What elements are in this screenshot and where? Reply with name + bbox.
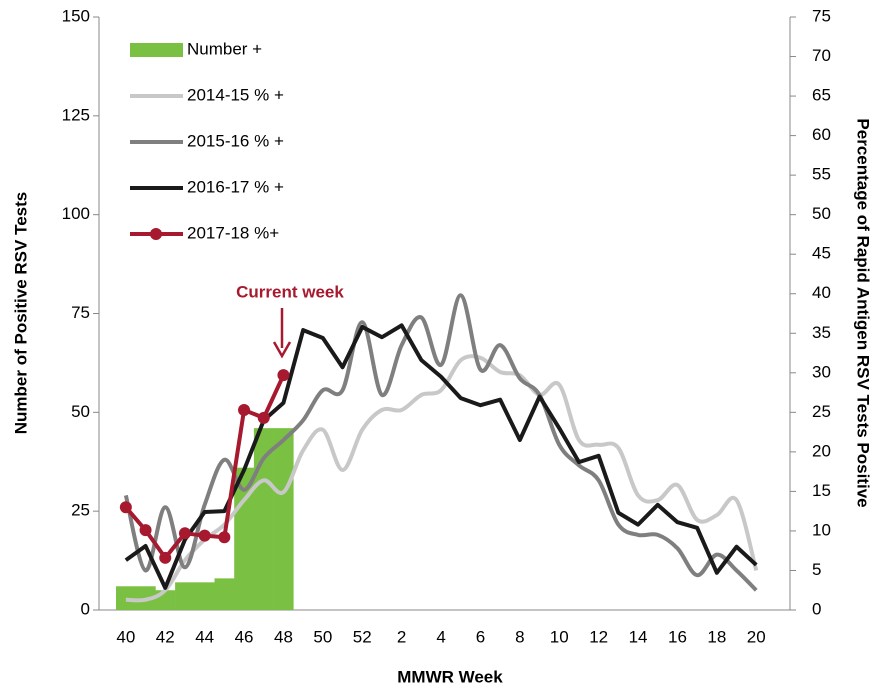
y2-axis-label: Percentage of Rapid Antigen RSV Tests Po… [854, 118, 873, 507]
bar [253, 428, 274, 610]
x-tick-label: 40 [116, 627, 135, 646]
x-tick-label: 20 [747, 627, 766, 646]
legend-label: 2014-15 % + [187, 85, 284, 104]
bar [273, 428, 294, 610]
legend-label: 2016-17 % + [187, 177, 284, 196]
y-tick-label: 50 [71, 402, 90, 421]
marker [218, 531, 231, 544]
marker [198, 529, 211, 542]
y2-tick-label: 15 [812, 481, 831, 500]
y2-tick-label: 10 [812, 520, 831, 539]
legend-label: 2015-16 % + [187, 131, 284, 150]
y2-tick-label: 75 [812, 6, 831, 25]
x-tick-label: 14 [629, 627, 648, 646]
line [125, 354, 759, 603]
legend-label: 2017-18 %+ [187, 223, 279, 242]
annotation-arrowhead [272, 341, 292, 359]
x-tick-label: 52 [353, 627, 372, 646]
y-tick-label: 25 [71, 501, 90, 520]
y2-tick-label: 20 [812, 441, 831, 460]
y2-tick-label: 25 [812, 402, 831, 421]
x-tick-label: 2 [397, 627, 406, 646]
y2-tick-label: 5 [812, 560, 821, 579]
y-tick-label: 0 [81, 599, 90, 618]
x-tick-label: 50 [313, 627, 332, 646]
y-axis-label: Number of Positive RSV Tests [11, 192, 30, 434]
y2-tick-label: 30 [812, 362, 831, 381]
y2-tick-label: 70 [812, 46, 831, 65]
marker [178, 527, 191, 540]
bar [175, 582, 196, 610]
marker [159, 551, 172, 564]
marker [139, 524, 152, 537]
x-tick-label: 18 [707, 627, 726, 646]
y-tick-label: 75 [71, 303, 90, 322]
x-tick-label: 44 [195, 627, 214, 646]
x-tick-label: 42 [156, 627, 175, 646]
x-tick-label: 4 [436, 627, 445, 646]
y2-tick-label: 35 [812, 323, 831, 342]
y2-tick-label: 50 [812, 204, 831, 223]
bar [214, 578, 235, 610]
legend-marker [150, 228, 162, 240]
x-tick-label: 12 [589, 627, 608, 646]
y2-tick-label: 45 [812, 244, 831, 263]
y2-tick-label: 65 [812, 86, 831, 105]
annotation: Current week [236, 282, 344, 301]
line [123, 293, 758, 592]
legend-label: Number + [187, 39, 262, 58]
x-tick-label: 48 [274, 627, 293, 646]
x-tick-label: 46 [235, 627, 254, 646]
x-axis-label: MMWR Week [397, 667, 503, 686]
y2-tick-label: 60 [812, 125, 831, 144]
x-tick-label: 16 [668, 627, 687, 646]
legend-swatch [130, 43, 183, 57]
marker [257, 411, 270, 424]
y2-tick-label: 40 [812, 283, 831, 302]
y2-tick-label: 0 [812, 599, 821, 618]
marker [277, 369, 290, 382]
y-tick-label: 100 [62, 204, 90, 223]
x-tick-label: 8 [515, 627, 524, 646]
x-tick-label: 10 [550, 627, 569, 646]
y-tick-label: 150 [62, 6, 90, 25]
marker [238, 403, 251, 416]
marker [119, 501, 132, 514]
y2-tick-label: 55 [812, 165, 831, 184]
y-tick-label: 125 [62, 105, 90, 124]
bar [194, 582, 215, 610]
x-tick-label: 6 [476, 627, 485, 646]
